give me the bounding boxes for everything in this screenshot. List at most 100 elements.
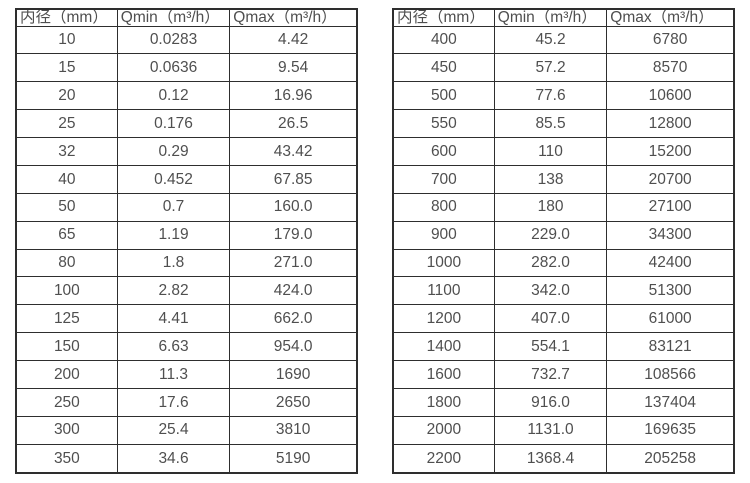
cell-qmin: 11.3 xyxy=(116,360,231,389)
cell-qmax: 12800 xyxy=(606,109,735,138)
table-row: 40 0.452 67.85 xyxy=(15,164,358,194)
cell-diameter: 500 xyxy=(392,81,495,111)
table-row: 1400 554.1 83121 xyxy=(392,332,735,361)
cell-diameter: 2200 xyxy=(392,443,495,474)
cell-diameter: 1100 xyxy=(392,276,495,306)
cell-qmin: 4.41 xyxy=(116,304,231,334)
table-row: 2000 1131.0 169635 xyxy=(392,415,735,445)
cell-qmax: 3810 xyxy=(229,415,358,445)
table-row: 32 0.29 43.42 xyxy=(15,137,358,166)
cell-diameter: 40 xyxy=(15,164,118,194)
table-row: 1200 407.0 61000 xyxy=(392,304,735,334)
cell-qmax: 6780 xyxy=(606,25,735,55)
column-header-qmax: Qmax（m³/h） xyxy=(229,8,358,27)
cell-qmax: 137404 xyxy=(606,387,735,417)
cell-qmin: 0.7 xyxy=(116,192,231,222)
table-row: 1100 342.0 51300 xyxy=(392,276,735,306)
cell-qmin: 17.6 xyxy=(116,387,231,417)
cell-qmin: 180 xyxy=(493,192,608,222)
cell-diameter: 150 xyxy=(15,332,118,361)
table-row: 800 180 27100 xyxy=(392,192,735,222)
cell-diameter: 15 xyxy=(15,53,118,83)
cell-qmin: 0.12 xyxy=(116,81,231,111)
column-header-diameter: 内径（mm） xyxy=(392,8,495,27)
table-row: 250 17.6 2650 xyxy=(15,387,358,417)
table-row: 1000 282.0 42400 xyxy=(392,248,735,278)
cell-qmax: 424.0 xyxy=(229,276,358,306)
cell-diameter: 350 xyxy=(15,443,118,474)
cell-qmax: 108566 xyxy=(606,360,735,389)
cell-qmax: 61000 xyxy=(606,304,735,334)
cell-qmax: 169635 xyxy=(606,415,735,445)
cell-qmax: 16.96 xyxy=(229,81,358,111)
cell-qmin: 2.82 xyxy=(116,276,231,306)
table-row: 15 0.0636 9.54 xyxy=(15,53,358,83)
table-row: 900 229.0 34300 xyxy=(392,220,735,250)
cell-diameter: 400 xyxy=(392,25,495,55)
table-row: 125 4.41 662.0 xyxy=(15,304,358,334)
cell-qmin: 0.0283 xyxy=(116,25,231,55)
table-row: 300 25.4 3810 xyxy=(15,415,358,445)
table-row: 550 85.5 12800 xyxy=(392,109,735,138)
cell-qmin: 407.0 xyxy=(493,304,608,334)
table-row: 20 0.12 16.96 xyxy=(15,81,358,111)
cell-diameter: 1800 xyxy=(392,387,495,417)
table-row: 80 1.8 271.0 xyxy=(15,248,358,278)
cell-qmax: 954.0 xyxy=(229,332,358,361)
cell-diameter: 125 xyxy=(15,304,118,334)
flow-spec-table-left: 内径（mm） Qmin（m³/h） Qmax（m³/h） 10 0.0283 4.42 1… xyxy=(15,8,358,474)
cell-qmin: 732.7 xyxy=(493,360,608,389)
cell-qmin: 0.176 xyxy=(116,109,231,138)
cell-diameter: 1400 xyxy=(392,332,495,361)
column-header-qmax: Qmax（m³/h） xyxy=(606,8,735,27)
cell-diameter: 1200 xyxy=(392,304,495,334)
cell-qmin: 0.452 xyxy=(116,164,231,194)
cell-qmin: 138 xyxy=(493,164,608,194)
cell-diameter: 65 xyxy=(15,220,118,250)
cell-qmax: 43.42 xyxy=(229,137,358,166)
cell-qmax: 51300 xyxy=(606,276,735,306)
cell-qmax: 8570 xyxy=(606,53,735,83)
cell-diameter: 50 xyxy=(15,192,118,222)
cell-qmin: 77.6 xyxy=(493,81,608,111)
cell-diameter: 450 xyxy=(392,53,495,83)
cell-diameter: 80 xyxy=(15,248,118,278)
cell-qmin: 6.63 xyxy=(116,332,231,361)
table-row: 1600 732.7 108566 xyxy=(392,360,735,389)
cell-qmin: 0.0636 xyxy=(116,53,231,83)
cell-qmin: 0.29 xyxy=(116,137,231,166)
cell-qmax: 15200 xyxy=(606,137,735,166)
cell-diameter: 900 xyxy=(392,220,495,250)
cell-diameter: 20 xyxy=(15,81,118,111)
cell-diameter: 10 xyxy=(15,25,118,55)
cell-qmin: 229.0 xyxy=(493,220,608,250)
cell-qmax: 271.0 xyxy=(229,248,358,278)
cell-diameter: 100 xyxy=(15,276,118,306)
table-row: 400 45.2 6780 xyxy=(392,25,735,55)
cell-qmin: 34.6 xyxy=(116,443,231,474)
cell-qmin: 282.0 xyxy=(493,248,608,278)
cell-qmin: 1131.0 xyxy=(493,415,608,445)
cell-qmax: 179.0 xyxy=(229,220,358,250)
cell-qmax: 42400 xyxy=(606,248,735,278)
cell-diameter: 32 xyxy=(15,137,118,166)
column-header-qmin: Qmin（m³/h） xyxy=(116,8,231,27)
cell-diameter: 1600 xyxy=(392,360,495,389)
cell-qmax: 4.42 xyxy=(229,25,358,55)
column-header-qmin: Qmin（m³/h） xyxy=(493,8,608,27)
cell-qmax: 1690 xyxy=(229,360,358,389)
table-row: 50 0.7 160.0 xyxy=(15,192,358,222)
table-row: 1800 916.0 137404 xyxy=(392,387,735,417)
cell-qmin: 45.2 xyxy=(493,25,608,55)
cell-qmax: 205258 xyxy=(606,443,735,474)
cell-diameter: 700 xyxy=(392,164,495,194)
cell-qmax: 662.0 xyxy=(229,304,358,334)
table-row: 150 6.63 954.0 xyxy=(15,332,358,361)
table-row: 700 138 20700 xyxy=(392,164,735,194)
cell-diameter: 550 xyxy=(392,109,495,138)
cell-qmax: 34300 xyxy=(606,220,735,250)
cell-diameter: 25 xyxy=(15,109,118,138)
cell-diameter: 250 xyxy=(15,387,118,417)
cell-qmax: 160.0 xyxy=(229,192,358,222)
flow-spec-table-right: 内径（mm） Qmin（m³/h） Qmax（m³/h） 400 45.2 6780 45… xyxy=(392,8,735,474)
